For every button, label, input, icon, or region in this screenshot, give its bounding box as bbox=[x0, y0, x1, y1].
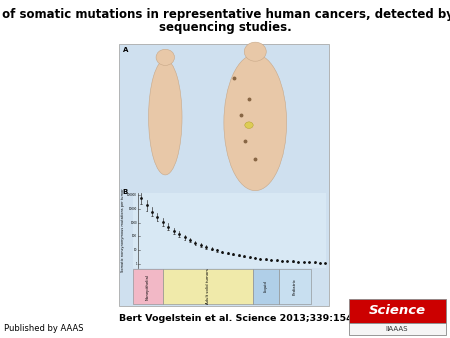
Ellipse shape bbox=[245, 122, 253, 128]
Text: Adult solid tumors: Adult solid tumors bbox=[206, 269, 210, 305]
Text: 1000: 1000 bbox=[130, 220, 137, 224]
FancyBboxPatch shape bbox=[133, 269, 163, 304]
Text: Science: Science bbox=[369, 305, 426, 317]
Text: Fig. 1 Number of somatic mutations in representative human cancers, detected by : Fig. 1 Number of somatic mutations in re… bbox=[0, 8, 450, 21]
Ellipse shape bbox=[224, 54, 287, 191]
Text: Published by AAAS: Published by AAAS bbox=[4, 324, 84, 333]
FancyBboxPatch shape bbox=[163, 269, 253, 304]
Text: 10000: 10000 bbox=[129, 207, 137, 211]
Text: 100000: 100000 bbox=[127, 193, 137, 197]
Text: Liquid: Liquid bbox=[264, 281, 268, 292]
FancyBboxPatch shape bbox=[253, 269, 279, 304]
Text: Somatic nonsynonymous mutations per tumor: Somatic nonsynonymous mutations per tumo… bbox=[121, 189, 125, 272]
Text: ⅡAAAS: ⅡAAAS bbox=[386, 326, 409, 332]
FancyBboxPatch shape bbox=[279, 269, 311, 304]
Ellipse shape bbox=[148, 60, 182, 175]
Text: Pediatric: Pediatric bbox=[293, 278, 297, 295]
Text: Nonepithelial: Nonepithelial bbox=[146, 273, 150, 299]
Ellipse shape bbox=[156, 49, 175, 66]
FancyBboxPatch shape bbox=[133, 193, 326, 268]
Text: sequencing studies.: sequencing studies. bbox=[158, 21, 292, 34]
Text: Bert Vogelstein et al. Science 2013;339:1546-1558: Bert Vogelstein et al. Science 2013;339:… bbox=[119, 314, 390, 323]
Text: 100: 100 bbox=[132, 234, 137, 238]
Text: 1: 1 bbox=[135, 262, 137, 266]
Ellipse shape bbox=[244, 42, 266, 61]
Text: 10: 10 bbox=[134, 248, 137, 252]
FancyBboxPatch shape bbox=[119, 44, 328, 306]
FancyBboxPatch shape bbox=[349, 323, 446, 335]
FancyBboxPatch shape bbox=[349, 299, 446, 323]
Text: B: B bbox=[123, 189, 128, 195]
Text: A: A bbox=[123, 47, 128, 53]
